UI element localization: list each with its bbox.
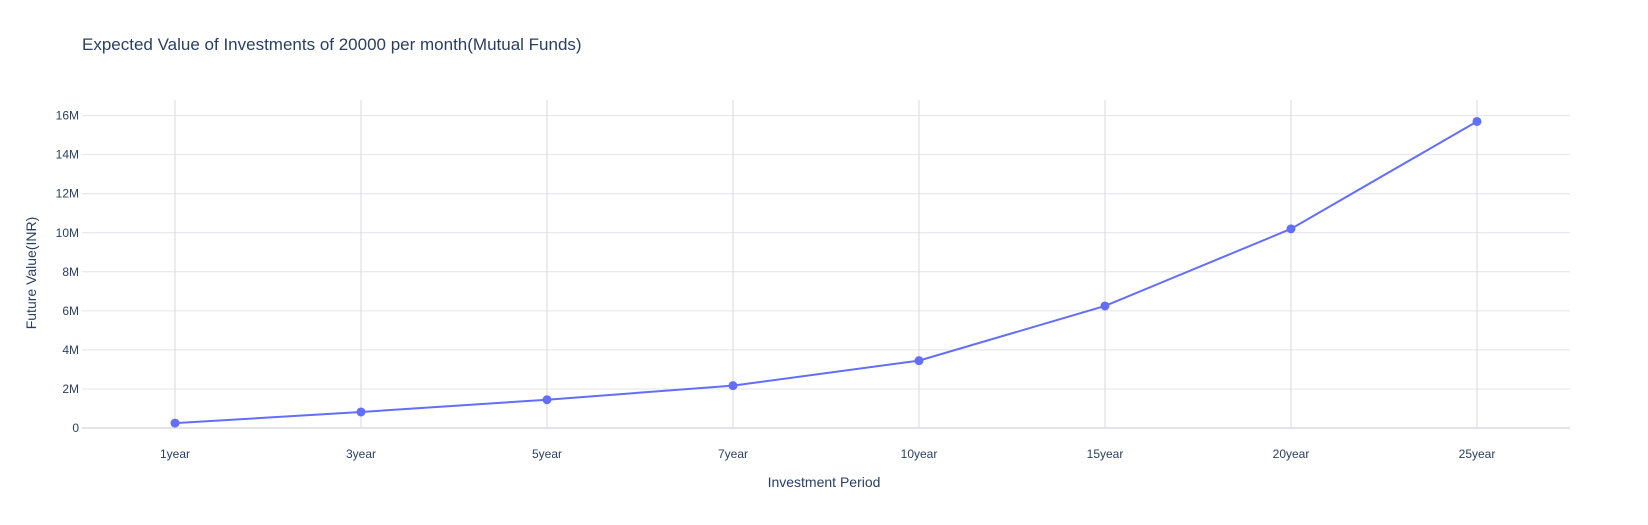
x-tick-label: 5year [532,447,562,461]
data-point [1286,224,1296,234]
y-axis-title: Future Value(INR) [23,217,39,330]
x-axis-ticks: 1year 3year 5year 7year 10year 15year 20year 25… [160,447,1495,461]
y-tick-label: 10M [56,226,79,240]
y-tick-label: 8M [62,265,79,279]
y-tick-label: 12M [56,187,79,201]
data-point [542,395,552,405]
data-point [1472,116,1482,126]
y-tick-label: 4M [62,343,79,357]
y-axis-ticks: 0 2M 4M 6M 8M 10M 12M 14M 16M [56,109,80,435]
y-tick-label: 16M [56,109,79,123]
x-tick-label: 3year [346,447,376,461]
series-layer [170,116,1482,428]
y-tick-label: 2M [62,382,79,396]
data-point [170,418,180,428]
chart-title: Expected Value of Investments of 20000 p… [82,35,582,54]
grid [82,100,1570,429]
series-line [174,120,1478,425]
x-tick-label: 20year [1273,447,1310,461]
x-tick-label: 10year [901,447,938,461]
x-tick-label: 15year [1087,447,1124,461]
y-tick-label: 6M [62,304,79,318]
data-point [914,356,924,366]
x-tick-label: 25year [1459,447,1496,461]
y-tick-label: 0 [72,421,79,435]
y-tick-label: 14M [56,148,79,162]
data-point [356,407,366,417]
data-point [728,381,738,391]
x-axis-title: Investment Period [768,474,881,490]
data-point [1100,301,1110,311]
x-tick-label: 7year [718,447,748,461]
x-tick-label: 1year [160,447,190,461]
